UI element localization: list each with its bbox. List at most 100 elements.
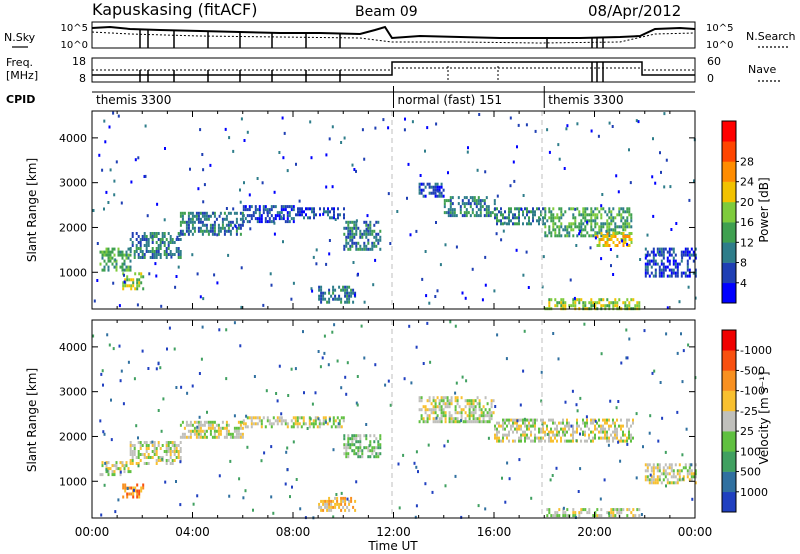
echo-cell <box>624 439 626 443</box>
echo-cell <box>163 253 166 256</box>
echo-cell <box>151 250 154 253</box>
echo-cell <box>658 250 661 254</box>
echo-cell <box>592 219 595 223</box>
echo-cell <box>577 490 580 493</box>
echo-cell <box>528 222 530 226</box>
echo-cell <box>643 329 646 333</box>
echo-cell <box>487 208 490 212</box>
echo-cell <box>449 205 452 209</box>
echo-cell <box>472 399 475 403</box>
echo-cell <box>147 456 150 459</box>
echo-cell <box>484 408 487 412</box>
echo-cell <box>369 229 372 233</box>
echo-cell <box>670 253 673 257</box>
echo-cell <box>694 256 697 260</box>
echo-cell <box>614 304 617 308</box>
echo-cell <box>113 247 116 251</box>
echo-cell <box>612 439 614 443</box>
echo-cell <box>518 219 520 223</box>
echo-cell <box>514 421 516 425</box>
echo-cell <box>536 436 538 440</box>
echo-cell <box>347 440 350 444</box>
echo-cell <box>457 202 460 206</box>
echo-cell <box>614 232 617 235</box>
echo-cell <box>365 423 368 426</box>
echo-cell <box>492 399 495 403</box>
echo-cell <box>686 472 689 476</box>
echo-cell <box>624 225 627 229</box>
echo-cell <box>165 462 168 465</box>
echo-cell <box>239 211 242 215</box>
echo-cell <box>426 420 429 424</box>
echo-cell <box>560 222 563 226</box>
echo-cell <box>686 250 689 254</box>
echo-cell <box>219 429 222 433</box>
echo-cell <box>626 424 628 428</box>
echo-cell <box>644 247 647 251</box>
echo-cell <box>660 250 663 254</box>
echo-cell <box>133 250 136 253</box>
echo-cell <box>600 424 602 428</box>
echo-cell <box>586 424 588 428</box>
echo-cell <box>682 475 685 479</box>
echo-cell <box>582 210 585 214</box>
echo-cell <box>347 455 350 459</box>
echo-cell <box>459 211 462 215</box>
echo-cell <box>672 469 675 473</box>
echo-cell <box>482 417 485 421</box>
echo-cell <box>213 226 216 230</box>
echo-cell <box>249 227 252 231</box>
echo-cell <box>217 432 220 436</box>
y-tick-label: 4000 <box>59 132 87 145</box>
echo-cell <box>311 207 313 211</box>
echo-cell <box>550 514 553 518</box>
echo-cell <box>147 367 150 370</box>
echo-cell <box>238 477 241 481</box>
echo-cell <box>428 396 431 400</box>
echo-cell <box>241 217 244 221</box>
echo-cell <box>213 214 216 218</box>
echo-cell <box>457 196 460 200</box>
echo-cell <box>369 220 372 224</box>
echo-cell <box>634 304 637 308</box>
echo-cell <box>592 210 595 214</box>
echo-cell <box>347 232 350 236</box>
echo-cell <box>420 408 423 412</box>
echo-cell <box>333 216 335 220</box>
echo-cell <box>604 210 607 214</box>
echo-cell <box>211 420 214 424</box>
echo-cell <box>134 287 137 291</box>
echo-cell <box>129 259 132 263</box>
echo-cell <box>664 472 667 476</box>
echo-cell <box>584 228 587 232</box>
echo-cell <box>530 418 532 422</box>
echo-cell <box>604 436 606 440</box>
echo-cell <box>546 508 549 512</box>
echo-cell <box>161 457 164 461</box>
echo-cell <box>466 414 469 418</box>
echo-cell <box>608 231 611 235</box>
echo-cell <box>250 416 253 420</box>
echo-cell <box>428 408 431 412</box>
echo-cell <box>266 208 269 212</box>
echo-cell <box>151 253 154 256</box>
echo-cell <box>106 469 109 473</box>
echo-cell <box>207 214 210 218</box>
echo-cell <box>131 453 134 456</box>
echo-cell <box>177 238 180 241</box>
echo-cell <box>484 507 487 511</box>
echo-cell <box>572 304 575 308</box>
echo-cell <box>324 297 327 301</box>
echo-cell <box>626 418 628 422</box>
echo-cell <box>254 208 257 212</box>
echo-cell <box>351 244 354 248</box>
echo-cell <box>173 447 176 450</box>
echo-cell <box>438 194 441 198</box>
echo-cell <box>620 232 623 235</box>
echo-cell <box>252 422 255 426</box>
echo-cell <box>345 226 348 230</box>
echo-cell <box>594 216 597 220</box>
echo-cell <box>657 439 660 443</box>
echo-cell <box>207 420 210 424</box>
echo-cell <box>491 211 494 215</box>
